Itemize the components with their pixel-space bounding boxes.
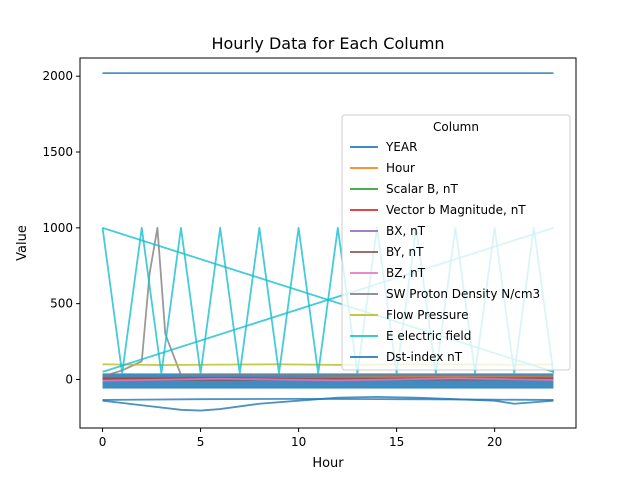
y-tick-label: 1000 <box>42 221 73 235</box>
y-tick-label: 0 <box>65 372 73 386</box>
legend-label-bx-nt: BX, nT <box>386 224 426 238</box>
y-tick-label: 500 <box>50 297 73 311</box>
axes-frame <box>79 57 577 429</box>
legend-label-flow-pressure: Flow Pressure <box>386 308 468 322</box>
y-tick-label: 2000 <box>42 69 73 83</box>
x-tick-label: 0 <box>99 435 107 449</box>
legend-label-e-electric-field: E electric field <box>386 329 471 343</box>
series-line-dst-index-nt-12 <box>102 396 554 412</box>
legend-label-dst-index-nt: Dst-index nT <box>386 350 463 364</box>
legend-box <box>341 114 571 371</box>
y-axis-label: Value <box>15 225 30 261</box>
x-tick-label: 15 <box>389 435 404 449</box>
x-tick-label: 20 <box>487 435 502 449</box>
series-line-bz-nt-6 <box>102 377 554 382</box>
legend-label-hour: Hour <box>386 161 415 175</box>
legend-label-sw-proton-density-n-cm3: SW Proton Density N/cm3 <box>386 287 540 301</box>
legend-label-vector-b-magnitude-nt: Vector b Magnitude, nT <box>386 203 526 217</box>
x-tick-label: 5 <box>197 435 205 449</box>
legend-label-scalar-b-nt: Scalar B, nT <box>386 182 458 196</box>
chart-title: Hourly Data for Each Column <box>211 34 444 53</box>
legend-label-by-nt: BY, nT <box>386 245 424 259</box>
x-tick-label: 10 <box>291 435 306 449</box>
legend: Column YEAR Hour Scalar B, nT Vector b Magni… <box>341 114 571 371</box>
x-axis-label: Hour <box>312 456 344 471</box>
legend-title: Column <box>433 120 479 134</box>
legend-label-year: YEAR <box>385 140 417 154</box>
series-line-dst-index-nt-13 <box>102 397 554 401</box>
series-line-sw-proton-density-n-cm3-7 <box>102 226 554 378</box>
legend-label-bz-nt: BZ, nT <box>386 266 426 280</box>
y-tick-label: 1500 <box>42 145 73 159</box>
